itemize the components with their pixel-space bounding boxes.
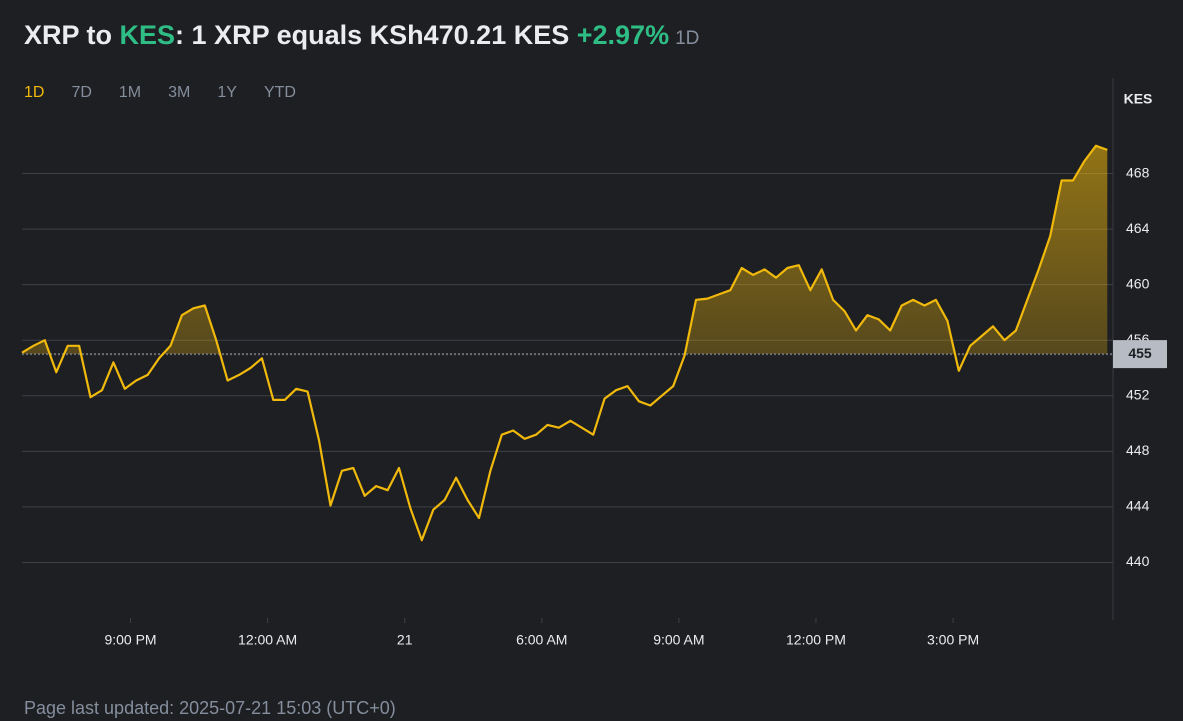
y-tick-label: 452 [1126,386,1150,402]
x-tick-label: 21 [397,632,413,648]
x-tick-label: 9:00 AM [653,632,704,648]
quote: KES [119,20,176,50]
range-tab[interactable]: YTD [263,84,296,101]
x-tick-label: 6:00 AM [516,632,567,648]
period: 1D [675,28,700,49]
x-tick-label: 9:00 PM [104,632,156,648]
tabs: 1D 7D 1M 3M 1Y YTD [24,84,323,102]
y-tick-label: 464 [1126,220,1150,236]
y-tick-label: 444 [1126,498,1150,514]
reference-label: 455 [1128,345,1152,361]
y-axis-label: KES [1124,91,1153,107]
reference-label-bg [1113,340,1167,369]
range-tab[interactable]: 1Y [217,84,237,101]
range-tab[interactable]: 7D [71,84,92,101]
price-line [21,144,1108,542]
range-tab[interactable]: 3M [168,84,191,101]
y-tick-label: 448 [1126,442,1150,458]
range-tab[interactable]: 1D [24,84,45,101]
change: +2.97% [576,20,670,50]
area [22,145,1108,355]
range-tab[interactable]: 1M [118,84,142,101]
title: XRP to KES: 1 XRP equals KSh470.21 KES +… [24,20,699,51]
y-tick-label: 468 [1126,164,1150,180]
rate: : 1 XRP equals KSh470.21 KES [175,20,570,50]
footer: Page last updated: 2025-07-21 15:03 (UTC… [24,698,396,718]
y-tick-label: 460 [1126,275,1150,291]
pair: XRP to [24,20,120,50]
x-tick-label: 12:00 PM [786,632,846,648]
x-tick-label: 12:00 AM [238,632,297,648]
x-tick-label: 3:00 PM [927,632,979,648]
y-tick-label: 440 [1126,553,1150,569]
